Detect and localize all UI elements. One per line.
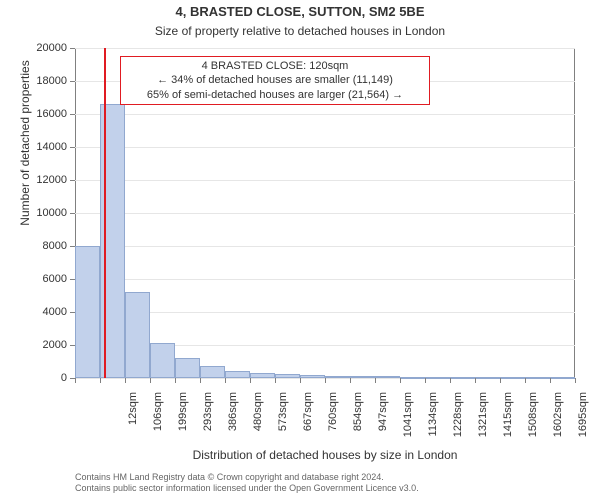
y-tick-label: 4000 <box>0 306 67 318</box>
histogram-bar <box>375 376 400 378</box>
grid-line <box>75 147 575 148</box>
y-tick <box>70 213 75 214</box>
y-tick-label: 0 <box>0 372 67 384</box>
x-tick <box>200 378 201 383</box>
x-tick-label: 480sqm <box>252 392 264 452</box>
histogram-bar <box>250 373 275 378</box>
histogram-bar <box>275 374 300 378</box>
x-tick-label: 199sqm <box>177 392 189 452</box>
x-tick-label: 386sqm <box>227 392 239 452</box>
x-tick <box>75 378 76 383</box>
y-tick-label: 18000 <box>0 75 67 87</box>
histogram-bar <box>475 377 500 379</box>
y-tick <box>70 48 75 49</box>
y-tick <box>70 180 75 181</box>
x-tick-label: 12sqm <box>127 392 139 452</box>
histogram-bar <box>225 371 250 378</box>
credits-line2: Contains public sector information licen… <box>75 483 419 494</box>
grid-line <box>75 114 575 115</box>
histogram-bar <box>450 377 475 379</box>
histogram-bar <box>300 375 325 378</box>
x-tick <box>425 378 426 383</box>
x-tick-label: 1041sqm <box>402 392 414 452</box>
histogram-bar <box>500 377 525 379</box>
y-tick <box>70 114 75 115</box>
chart-title: 4, BRASTED CLOSE, SUTTON, SM2 5BE <box>0 4 600 19</box>
histogram-bar <box>125 292 150 378</box>
x-tick <box>475 378 476 383</box>
x-tick-label: 1508sqm <box>527 392 539 452</box>
y-tick-label: 8000 <box>0 240 67 252</box>
x-tick-label: 760sqm <box>327 392 339 452</box>
histogram-bar <box>75 246 100 378</box>
x-tick-label: 1415sqm <box>502 392 514 452</box>
x-tick <box>575 378 576 383</box>
chart-subtitle: Size of property relative to detached ho… <box>0 24 600 38</box>
histogram-bar <box>150 343 175 378</box>
credits: Contains HM Land Registry data © Crown c… <box>75 472 419 495</box>
x-tick <box>150 378 151 383</box>
x-tick <box>375 378 376 383</box>
grid-line <box>75 246 575 247</box>
y-tick <box>70 147 75 148</box>
annotation-line3: 65% of semi-detached houses are larger (… <box>125 88 425 102</box>
grid-line <box>75 180 575 181</box>
y-tick-label: 6000 <box>0 273 67 285</box>
x-tick <box>175 378 176 383</box>
y-tick-label: 20000 <box>0 42 67 54</box>
y-tick-label: 2000 <box>0 339 67 351</box>
histogram-bar <box>525 377 550 379</box>
histogram-bar <box>350 376 375 378</box>
property-marker-line <box>104 48 106 378</box>
x-tick <box>250 378 251 383</box>
x-tick-label: 293sqm <box>202 392 214 452</box>
x-tick <box>275 378 276 383</box>
histogram-bar <box>200 366 225 378</box>
x-tick <box>350 378 351 383</box>
histogram-bar <box>175 358 200 378</box>
annotation-line1: 4 BRASTED CLOSE: 120sqm <box>125 59 425 73</box>
histogram-bar <box>425 377 450 379</box>
x-tick-label: 106sqm <box>152 392 164 452</box>
credits-line1: Contains HM Land Registry data © Crown c… <box>75 472 419 483</box>
annotation-line2: ← 34% of detached houses are smaller (11… <box>125 73 425 87</box>
y-tick-label: 12000 <box>0 174 67 186</box>
x-tick <box>450 378 451 383</box>
x-tick <box>225 378 226 383</box>
annotation-box: 4 BRASTED CLOSE: 120sqm ← 34% of detache… <box>120 56 430 105</box>
x-axis-label: Distribution of detached houses by size … <box>75 448 575 462</box>
x-tick-label: 1228sqm <box>452 392 464 452</box>
grid-line <box>75 312 575 313</box>
grid-line <box>75 213 575 214</box>
x-tick-label: 1134sqm <box>427 392 439 452</box>
x-tick-label: 947sqm <box>377 392 389 452</box>
x-tick <box>500 378 501 383</box>
x-tick-label: 573sqm <box>277 392 289 452</box>
y-tick-label: 10000 <box>0 207 67 219</box>
x-tick-label: 1602sqm <box>552 392 564 452</box>
y-tick-label: 14000 <box>0 141 67 153</box>
grid-line <box>75 48 575 49</box>
histogram-bar <box>400 377 425 379</box>
x-tick <box>400 378 401 383</box>
x-tick <box>300 378 301 383</box>
y-tick <box>70 81 75 82</box>
histogram-bar <box>325 376 350 378</box>
x-tick <box>550 378 551 383</box>
y-tick-label: 16000 <box>0 108 67 120</box>
x-tick-label: 1695sqm <box>577 392 589 452</box>
histogram-bar <box>550 377 575 379</box>
grid-line <box>75 279 575 280</box>
x-tick <box>525 378 526 383</box>
x-tick <box>125 378 126 383</box>
chart-container: 4, BRASTED CLOSE, SUTTON, SM2 5BE Size o… <box>0 0 600 500</box>
x-tick-label: 854sqm <box>352 392 364 452</box>
x-tick-label: 1321sqm <box>477 392 489 452</box>
x-tick <box>100 378 101 383</box>
x-tick-label: 667sqm <box>302 392 314 452</box>
x-tick <box>325 378 326 383</box>
